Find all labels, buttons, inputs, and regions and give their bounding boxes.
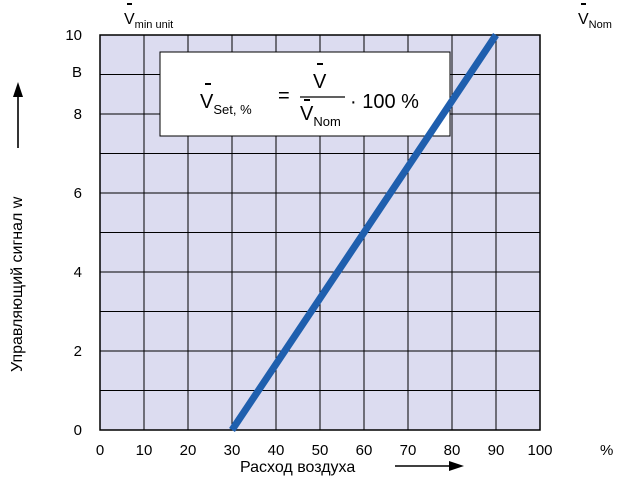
- x-tick-label: 70: [400, 442, 417, 459]
- y-tick-label: 10: [65, 27, 82, 44]
- formula-box: VSet, % = V VNom · 100 %: [159, 51, 451, 137]
- y-tick-labels: 0 2 4 6 8 10: [65, 27, 82, 439]
- y-axis-title: Управляющий сигнал w: [9, 196, 26, 372]
- x-tick-label: 90: [488, 442, 505, 459]
- x-unit-label: %: [600, 442, 613, 459]
- y-tick-label: 4: [74, 264, 82, 281]
- x-tick-label: 20: [180, 442, 197, 459]
- x-axis-title: Расход воздуха: [240, 459, 355, 476]
- formula-denominator: VNom: [300, 103, 341, 129]
- vmin-unit-label: Vmin unit: [124, 11, 173, 31]
- x-tick-label: 40: [268, 442, 285, 459]
- x-tick-label: 100: [527, 442, 552, 459]
- x-axis-arrow: [395, 461, 464, 471]
- plot-border: [99, 34, 541, 431]
- y-tick-label: 2: [74, 343, 82, 360]
- series-line: [229, 33, 499, 432]
- y-tick-label: 6: [74, 185, 82, 202]
- formula-lhs: VSet, %: [200, 91, 252, 117]
- y-unit-label: B: [72, 64, 82, 81]
- series-group: [229, 33, 499, 432]
- x-tick-label: 10: [136, 442, 153, 459]
- y-tick-label: 0: [74, 422, 82, 439]
- x-tick-label: 0: [96, 442, 104, 459]
- formula-numerator: V: [313, 71, 327, 93]
- formula-equals: =: [278, 85, 290, 107]
- y-axis-arrow: [13, 82, 23, 148]
- x-tick-label: 60: [356, 442, 373, 459]
- x-tick-label: 80: [444, 442, 461, 459]
- x-tick-label: 50: [312, 442, 329, 459]
- y-tick-label: 8: [74, 106, 82, 123]
- x-tick-label: 30: [224, 442, 241, 459]
- vnom-label: VNom: [578, 11, 612, 31]
- formula-rhs: · 100 %: [350, 91, 419, 113]
- x-tick-labels: 0 10 20 30 40 50 60 70 80 90 100: [96, 442, 553, 459]
